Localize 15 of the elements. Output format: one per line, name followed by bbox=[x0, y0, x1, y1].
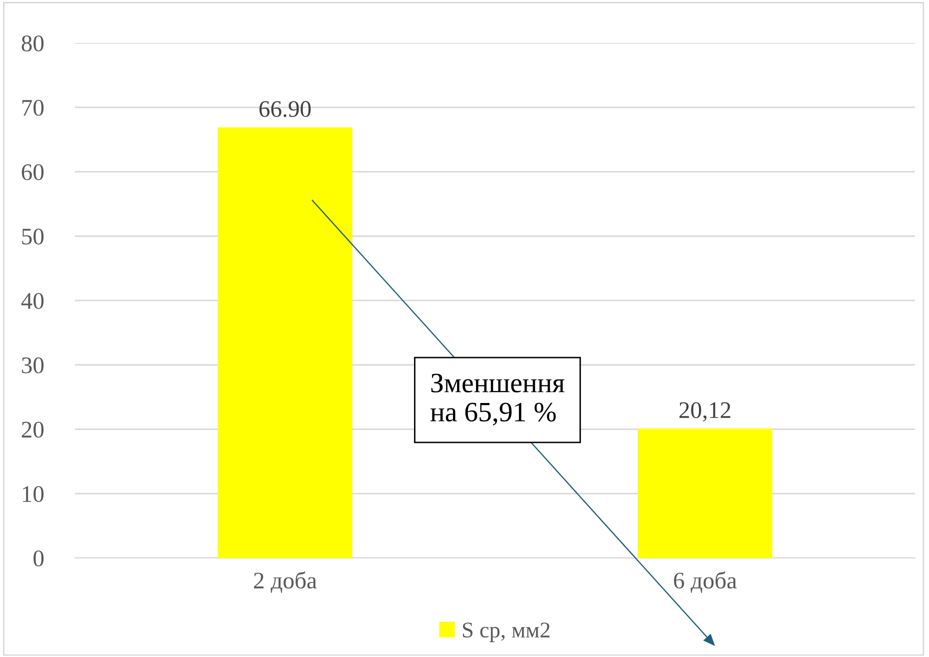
y-tick-label: 80 bbox=[22, 35, 44, 52]
y-tick-label: 10 bbox=[22, 486, 44, 502]
y-tick-label: 60 bbox=[22, 164, 44, 180]
y-tick-label: 20 bbox=[22, 422, 44, 438]
legend-label: S ср, мм2 bbox=[462, 622, 550, 642]
y-tick-label: 70 bbox=[22, 100, 44, 116]
annotation: Зменшення на 65,91 % bbox=[430, 374, 564, 426]
y-tick-label: 0 bbox=[34, 550, 44, 566]
text: 66.90 bbox=[259, 101, 311, 118]
y-tick-label: 30 bbox=[22, 357, 44, 374]
x-tick-label: 6 доба bbox=[674, 571, 737, 593]
y-tick-label: 40 bbox=[21, 292, 44, 309]
y-tick-label: 50 bbox=[22, 228, 44, 245]
x-tick-label: 2 доба bbox=[254, 571, 317, 593]
text: 20,12 bbox=[679, 402, 730, 422]
